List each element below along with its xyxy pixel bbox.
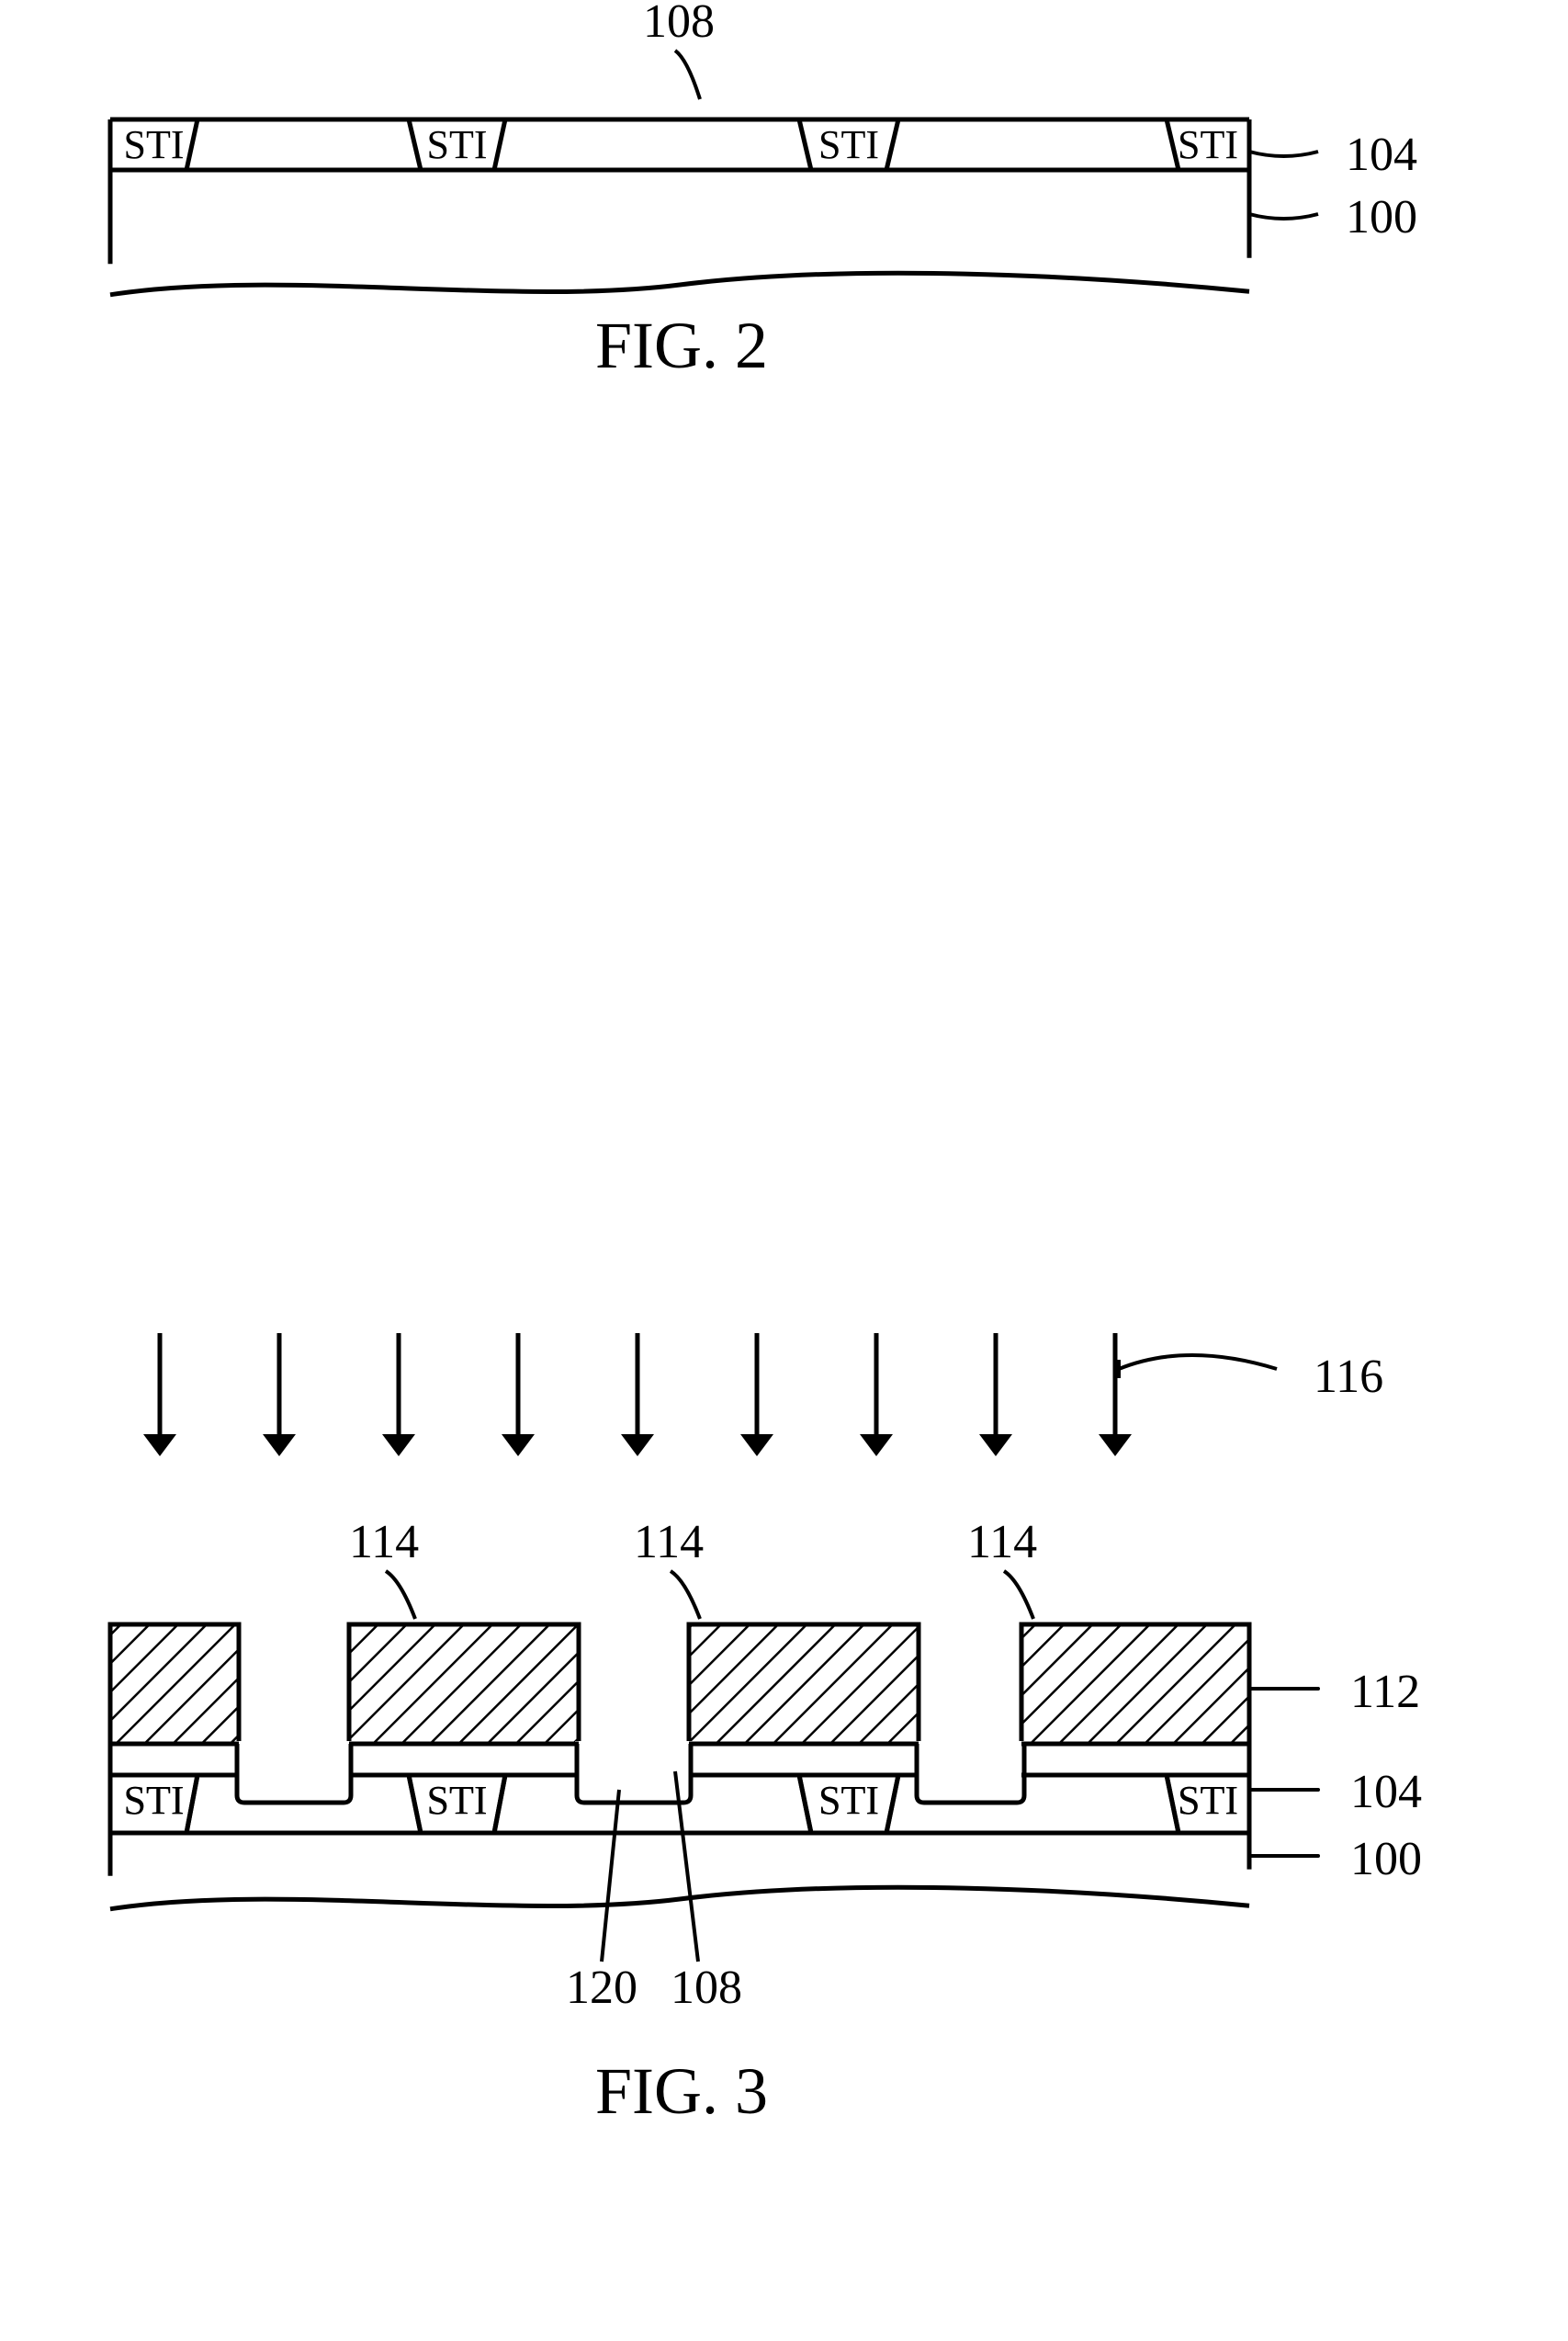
callout-114: 114	[634, 1516, 704, 1568]
sti-label: STI	[124, 1778, 185, 1823]
figure-2-caption: FIG. 2	[595, 309, 768, 382]
implant-arrow	[263, 1434, 296, 1456]
mask-segment	[689, 1624, 919, 1744]
figure-3-caption: FIG. 3	[595, 2054, 768, 2128]
implant-arrow	[860, 1434, 893, 1456]
callout-120: 120	[566, 1962, 637, 2014]
figure-2: STI STI STI STI 108 104 100 FIG. 2	[110, 0, 1417, 382]
mask-segment	[110, 1624, 239, 1744]
sti-label: STI	[427, 122, 488, 167]
implant-arrow	[143, 1434, 176, 1456]
sti-label: STI	[818, 122, 879, 167]
sti-label: STI	[427, 1778, 488, 1823]
callout-104: 104	[1350, 1766, 1422, 1818]
callout-114: 114	[349, 1516, 419, 1568]
sti-label: STI	[124, 122, 185, 167]
callout-104: 104	[1346, 129, 1417, 181]
callout-100: 100	[1346, 191, 1417, 243]
implant-arrow	[621, 1434, 654, 1456]
sti-label: STI	[1178, 1778, 1238, 1823]
implant-arrow	[382, 1434, 415, 1456]
callout-108: 108	[671, 1962, 742, 2014]
implant-arrow	[1099, 1434, 1132, 1456]
callout-112: 112	[1350, 1666, 1420, 1718]
implant-arrow	[979, 1434, 1012, 1456]
callout-108: 108	[643, 0, 715, 48]
implant-arrow	[502, 1434, 535, 1456]
mask-segment	[349, 1624, 579, 1744]
sti-label: STI	[1178, 122, 1238, 167]
figure-3: 116114114114STISTISTISTISTISTISTISTI1121…	[110, 1333, 1422, 2128]
sti-label: STI	[818, 1778, 879, 1823]
callout-100: 100	[1350, 1833, 1422, 1885]
callout-114: 114	[967, 1516, 1037, 1568]
mask-segment	[1021, 1624, 1249, 1744]
callout-116: 116	[1314, 1351, 1383, 1403]
implant-arrow	[740, 1434, 773, 1456]
